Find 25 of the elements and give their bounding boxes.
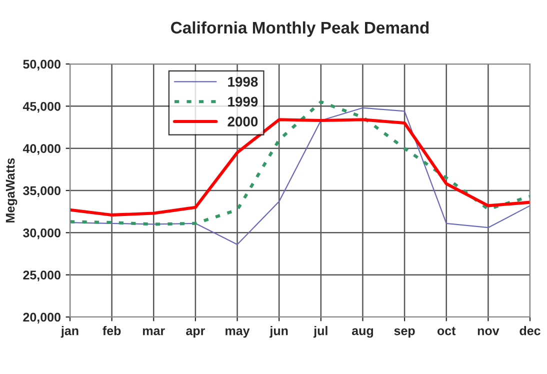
legend-label: 1999 [228, 96, 258, 107]
y-tick-label: 40,000 [22, 144, 60, 155]
x-tick-label: feb [102, 326, 121, 336]
legend-label: 2000 [228, 116, 258, 126]
legend-label: 1998 [228, 76, 258, 87]
x-tick-label: dec [520, 326, 540, 336]
line-series [70, 118, 530, 216]
x-tick-label: may [226, 328, 250, 338]
y-tick-label: 45,000 [22, 102, 60, 113]
x-tick-label: mar [142, 328, 165, 336]
x-tick-label: sep [394, 328, 415, 338]
y-axis-title: MegaWatts [6, 158, 18, 222]
chart-title: California Monthly Peak Demand [171, 21, 429, 37]
y-tick-label: 20,000 [23, 312, 60, 324]
x-tick-label: apr [186, 328, 205, 338]
x-tick-label: aug [352, 328, 374, 338]
y-tick-label: 25,000 [23, 270, 60, 282]
x-tick-label: nov [478, 328, 500, 336]
y-tick-label: 50,000 [23, 60, 60, 70]
y-tick-label: 30,000 [23, 228, 60, 240]
y-tick-label: 35,000 [23, 186, 60, 197]
x-tick-label: jul [313, 326, 328, 338]
x-tick-label: oct [437, 326, 456, 336]
x-tick-label: jan [60, 326, 78, 338]
x-tick-label: jun [270, 326, 288, 338]
